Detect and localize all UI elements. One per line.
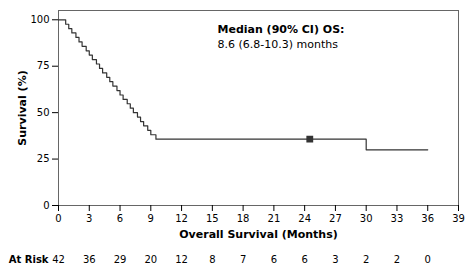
svg-text:15: 15 [206,213,219,224]
svg-text:33: 33 [391,213,404,224]
svg-text:7: 7 [240,254,246,265]
svg-text:8: 8 [209,254,215,265]
svg-text:6: 6 [301,254,307,265]
svg-text:75: 75 [37,60,50,71]
svg-text:0: 0 [425,254,431,265]
svg-text:2: 2 [363,254,369,265]
svg-text:Survival (%): Survival (%) [16,70,29,145]
svg-text:42: 42 [52,254,65,265]
svg-text:18: 18 [237,213,250,224]
svg-text:50: 50 [37,107,50,118]
svg-text:2: 2 [394,254,400,265]
svg-text:0: 0 [55,213,61,224]
svg-text:39: 39 [452,213,465,224]
svg-text:36: 36 [83,254,96,265]
svg-text:Median (90% CI) OS:: Median (90% CI) OS: [217,23,344,36]
svg-text:27: 27 [329,213,342,224]
svg-text:12: 12 [175,254,188,265]
svg-text:36: 36 [421,213,434,224]
svg-text:6: 6 [271,254,277,265]
svg-text:20: 20 [144,254,157,265]
svg-text:0: 0 [43,200,49,211]
svg-text:8.6 (6.8-10.3) months: 8.6 (6.8-10.3) months [217,38,338,51]
svg-text:9: 9 [148,213,154,224]
svg-text:21: 21 [268,213,281,224]
svg-text:30: 30 [360,213,373,224]
svg-text:3: 3 [86,213,92,224]
svg-text:At Risk: At Risk [9,254,49,265]
svg-text:12: 12 [175,213,188,224]
svg-text:3: 3 [332,254,338,265]
svg-text:24: 24 [298,213,311,224]
svg-text:25: 25 [37,153,50,164]
svg-text:Overall Survival (Months): Overall Survival (Months) [179,228,338,241]
svg-text:6: 6 [117,213,123,224]
svg-text:100: 100 [30,14,49,25]
svg-text:29: 29 [114,254,127,265]
